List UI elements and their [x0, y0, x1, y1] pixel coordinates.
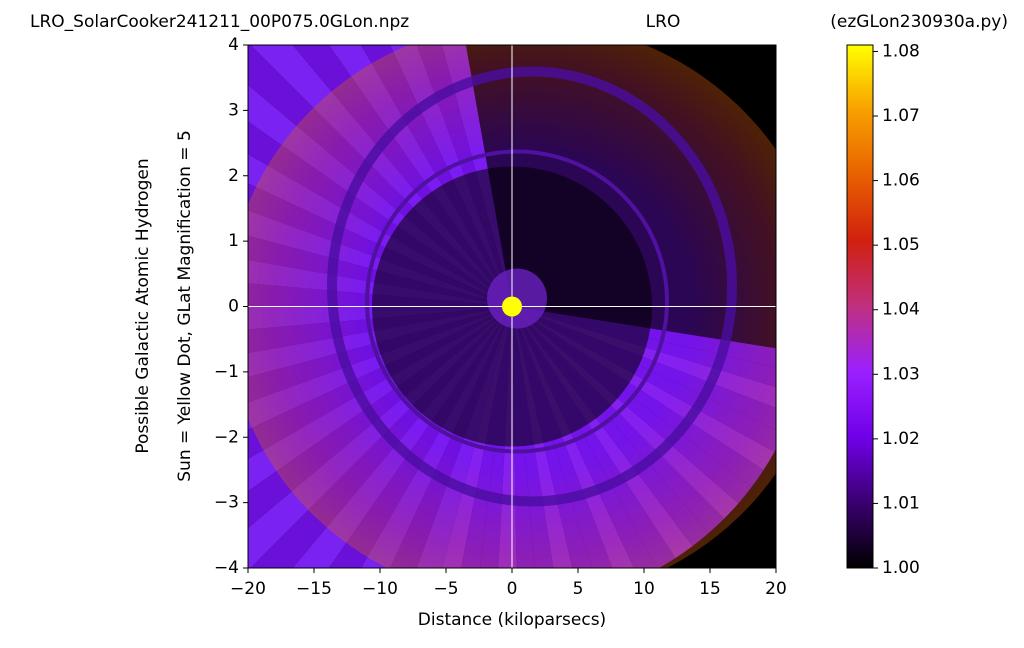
- colorbar-tick-label: 1.05: [882, 235, 920, 255]
- colorbar-tick-label: 1.03: [882, 364, 920, 384]
- heatmap-texture: [327, 66, 737, 507]
- colorbar-tick-label: 1.08: [882, 41, 920, 61]
- y-tick-label: 0: [228, 297, 239, 317]
- colorbar-tick-label: 1.07: [882, 106, 920, 126]
- y-tick-label: −1: [214, 362, 239, 382]
- colorbar-tick-label: 1.00: [882, 558, 920, 578]
- y-axis-label: Possible Galactic Atomic Hydrogen: [133, 158, 153, 453]
- x-tick-label: 5: [573, 579, 584, 599]
- y-tick-label: 3: [228, 100, 239, 120]
- x-tick-label: 20: [765, 579, 787, 599]
- x-tick-label: 0: [507, 579, 518, 599]
- y-tick-label: −4: [214, 558, 239, 578]
- y-tick-label: 4: [228, 35, 239, 55]
- colorbar-tick-label: 1.02: [882, 429, 920, 449]
- title-right: (ezGLon230930a.py): [830, 12, 1008, 32]
- heatmap-texture: [365, 149, 669, 454]
- y-tick-label: −3: [214, 493, 239, 513]
- x-tick-label: 15: [699, 579, 721, 599]
- x-tick-label: −15: [296, 579, 332, 599]
- sun-marker: [502, 296, 522, 317]
- x-tick-label: −20: [230, 579, 266, 599]
- colorbar-tick-label: 1.04: [882, 300, 920, 320]
- x-tick-label: −5: [433, 579, 458, 599]
- heatmap-image: [248, 45, 776, 568]
- colorbar-tick-label: 1.06: [882, 171, 920, 191]
- y-tick-label: 2: [228, 166, 239, 186]
- x-axis-label: Distance (kiloparsecs): [418, 610, 606, 630]
- title-left: LRO_SolarCooker241211_00P075.0GLon.npz: [30, 12, 409, 32]
- colorbar: [846, 44, 874, 569]
- x-tick-label: −10: [362, 579, 398, 599]
- y-axis-label: Sun = Yellow Dot, GLat Magnification = 5: [175, 130, 195, 482]
- x-tick-label: 10: [633, 579, 655, 599]
- title-center: LRO: [646, 12, 681, 32]
- colorbar-tick-label: 1.01: [882, 493, 920, 513]
- y-tick-label: 1: [228, 231, 239, 251]
- y-tick-label: −2: [214, 427, 239, 447]
